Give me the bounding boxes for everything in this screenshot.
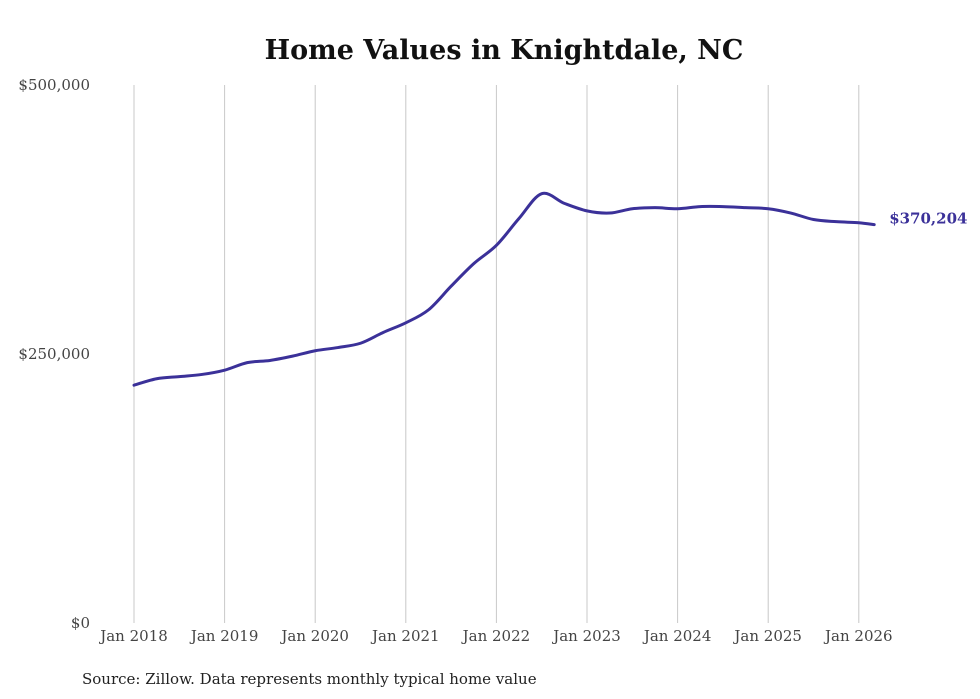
y-tick-label: $500,000 [18,76,90,94]
x-tick-label: Jan 2021 [370,627,440,645]
x-tick-label: Jan 2026 [823,627,893,645]
x-tick-label: Jan 2020 [279,627,349,645]
x-tick-label: Jan 2025 [732,627,802,645]
end-value-label: $370,204 [889,210,967,228]
series-line [132,191,876,387]
source-note: Source: Zillow. Data represents monthly … [82,670,537,688]
chart-title: Home Values in Knightdale, NC [265,35,744,66]
y-tick-label: $250,000 [18,345,90,363]
x-tick-label: Jan 2024 [642,627,712,645]
x-tick-label: Jan 2022 [461,627,531,645]
x-tick-label: Jan 2018 [98,627,168,645]
x-tick-label: Jan 2023 [551,627,621,645]
x-tick-label: Jan 2019 [189,627,259,645]
y-tick-label: $0 [71,614,90,632]
